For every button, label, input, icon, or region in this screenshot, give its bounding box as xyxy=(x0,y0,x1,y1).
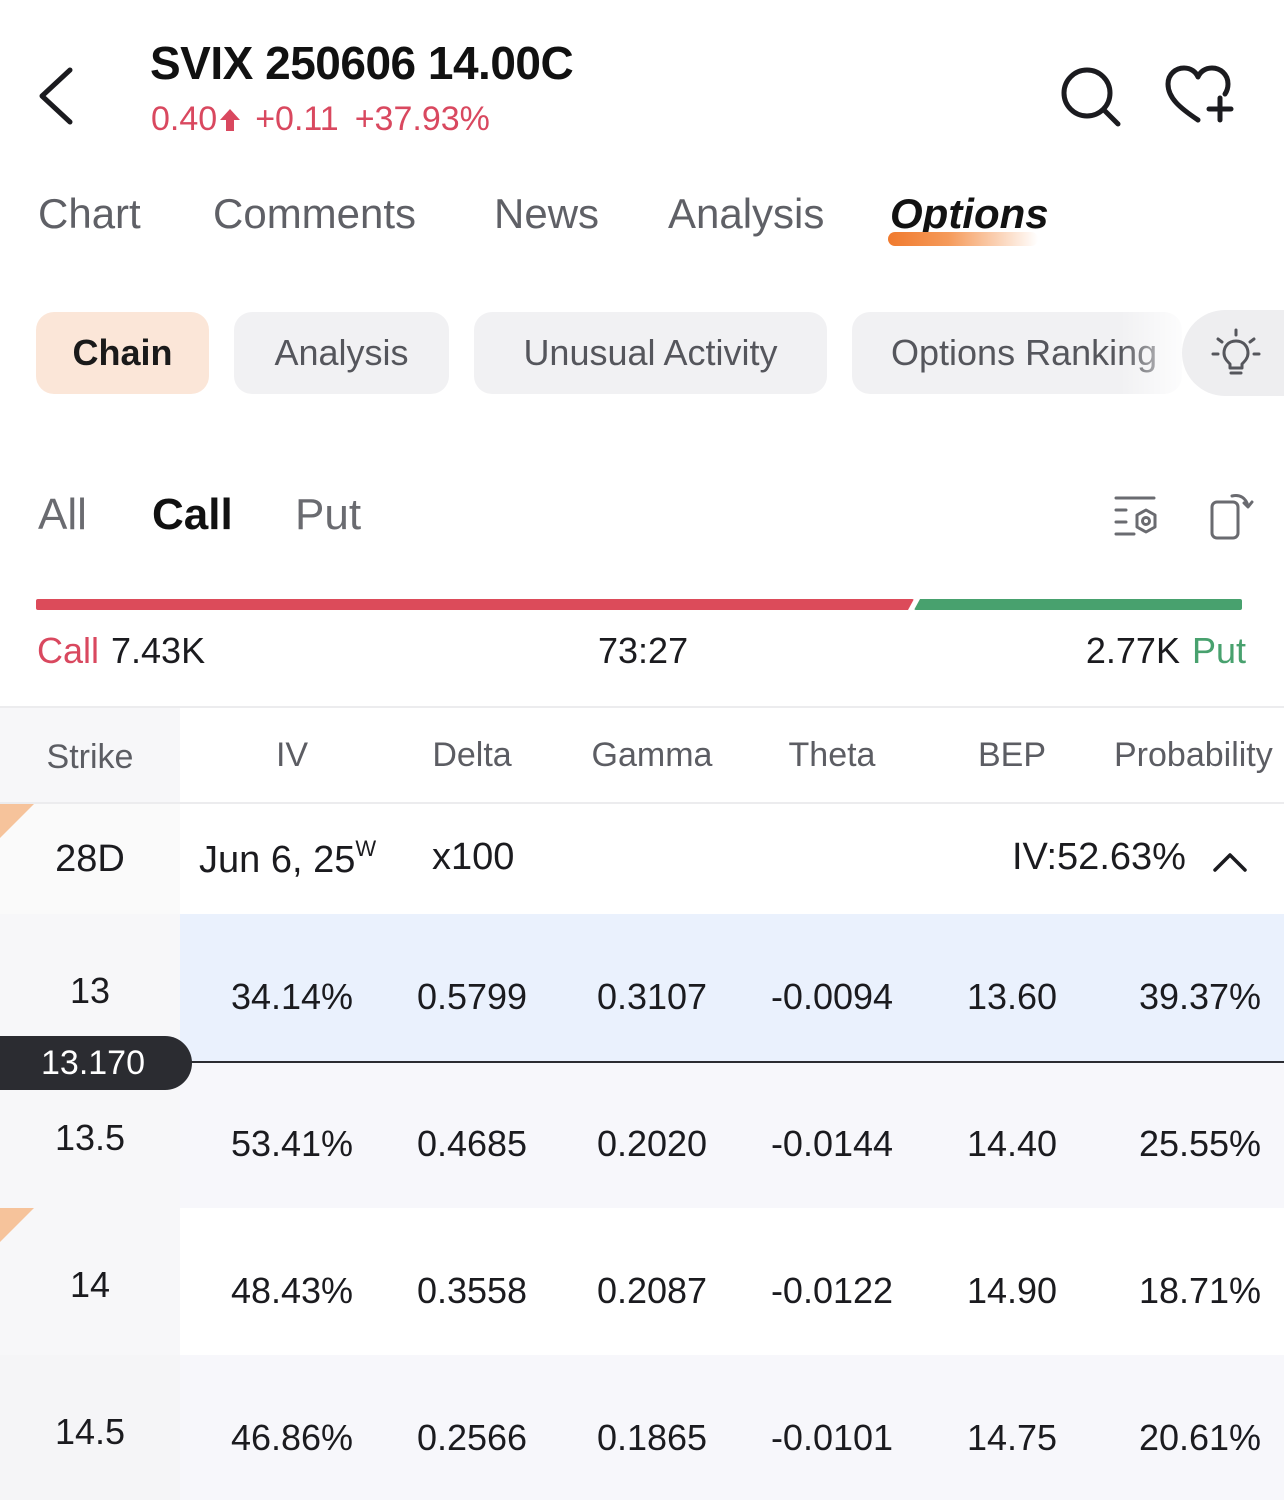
chevron-up-icon xyxy=(1213,853,1247,872)
lightbulb-icon xyxy=(1211,328,1261,375)
iv-value: 53.41% xyxy=(230,1123,354,1164)
strike-value: 13 xyxy=(69,970,111,1011)
bep-value: 14.75 xyxy=(966,1417,1058,1458)
weekly-mark: W xyxy=(355,836,377,861)
type-tab-call[interactable]: Call xyxy=(152,490,233,539)
last-price: 0.40 xyxy=(151,100,218,138)
strike-value: 13.5 xyxy=(54,1117,126,1158)
price-change-pct: +37.93% xyxy=(354,100,490,138)
section-divider xyxy=(0,706,1284,708)
bep-value: 13.60 xyxy=(966,976,1058,1017)
header-gamma[interactable]: Gamma xyxy=(591,736,713,774)
table-row[interactable]: 14 48.43% 0.3558 0.2087 -0.0122 14.90 18… xyxy=(0,1208,1284,1355)
tab-news[interactable]: News xyxy=(494,190,600,237)
search-button[interactable] xyxy=(1058,64,1124,130)
tips-button[interactable] xyxy=(1182,310,1284,396)
bep-value: 14.40 xyxy=(966,1123,1058,1164)
put-volume-label: 2.77K Put xyxy=(1086,630,1246,672)
call-volume-label: Call 7.43K xyxy=(37,630,205,672)
expiry-date: Jun 6, 25W xyxy=(199,836,377,881)
probability-value: 25.55% xyxy=(1138,1123,1262,1164)
table-row[interactable]: 13 34.14% 0.5799 0.3107 -0.0094 13.60 39… xyxy=(0,914,1284,1061)
put-volume-bar xyxy=(914,599,1242,610)
quote-line: 0.40 +0.11 +37.93% xyxy=(151,100,490,139)
price-change: +0.11 xyxy=(255,100,339,138)
expiry-row[interactable] xyxy=(0,804,1284,914)
header-delta[interactable]: Delta xyxy=(432,736,512,774)
probability-value: 18.71% xyxy=(1138,1270,1262,1311)
theta-value: -0.0122 xyxy=(770,1270,894,1311)
corner-marker xyxy=(0,1208,34,1242)
strike-value: 14.5 xyxy=(54,1411,126,1452)
underlying-price-tag: 13.170 xyxy=(0,1036,192,1090)
header-bep[interactable]: BEP xyxy=(977,736,1047,774)
collapse-button[interactable] xyxy=(1210,848,1250,879)
delta-value: 0.4685 xyxy=(416,1123,528,1164)
table-row[interactable]: 14.5 46.86% 0.2566 0.1865 -0.0101 14.75 … xyxy=(0,1355,1284,1500)
delta-value: 0.3558 xyxy=(416,1270,528,1311)
tab-chart[interactable]: Chart xyxy=(38,190,141,237)
put-volume: 2.77K xyxy=(1085,630,1180,671)
theta-value: -0.0094 xyxy=(770,976,894,1017)
gamma-value: 0.2087 xyxy=(596,1270,708,1311)
probability-value: 39.37% xyxy=(1138,976,1262,1017)
type-tab-put[interactable]: Put xyxy=(295,490,362,539)
gamma-value: 0.3107 xyxy=(596,976,708,1017)
rotate-screen-icon xyxy=(1210,494,1254,540)
type-tab-all[interactable]: All xyxy=(38,490,87,539)
header-divider xyxy=(0,802,1284,804)
page-title: SVIX 250606 14.00C xyxy=(150,37,574,89)
main-tab-bar: Chart Comments News Analysis Options xyxy=(0,190,1284,260)
theta-value: -0.0101 xyxy=(770,1417,894,1458)
gamma-value: 0.2020 xyxy=(596,1123,708,1164)
scroll-fade xyxy=(1120,312,1190,394)
filter-settings-button[interactable] xyxy=(1112,492,1162,540)
theta-value: -0.0144 xyxy=(770,1123,894,1164)
back-button[interactable] xyxy=(30,60,90,130)
put-label: Put xyxy=(1191,630,1246,671)
strike-cell xyxy=(0,1355,180,1500)
add-favorite-button[interactable] xyxy=(1160,62,1240,128)
header-strike[interactable]: Strike xyxy=(46,738,134,776)
iv-value: 34.14% xyxy=(230,976,354,1017)
tab-options[interactable]: Options xyxy=(890,190,1049,237)
probability-value: 20.61% xyxy=(1138,1417,1262,1458)
iv-value: 48.43% xyxy=(230,1270,354,1311)
table-row[interactable]: 13.5 53.41% 0.4685 0.2020 -0.0144 14.40 … xyxy=(0,1061,1284,1208)
chevron-left-icon xyxy=(39,67,73,125)
filter-settings-icon xyxy=(1114,496,1157,536)
expiry-iv: IV:52.63% xyxy=(1012,836,1186,878)
search-icon xyxy=(1061,67,1121,127)
strike-value: 14 xyxy=(69,1264,111,1305)
heart-plus-icon xyxy=(1165,65,1234,123)
subtab-analysis[interactable]: Analysis xyxy=(234,312,449,394)
call-volume: 7.43K xyxy=(111,630,206,671)
subtab-unusual-activity[interactable]: Unusual Activity xyxy=(474,312,827,394)
subtab-chain[interactable]: Chain xyxy=(36,312,209,394)
expiry-days: 28D xyxy=(55,838,125,880)
bep-value: 14.90 xyxy=(966,1270,1058,1311)
tab-analysis[interactable]: Analysis xyxy=(668,190,825,237)
contract-multiplier: x100 xyxy=(432,836,515,878)
header-iv[interactable]: IV xyxy=(275,736,309,774)
underlying-price-line xyxy=(180,1061,1284,1063)
tab-comments[interactable]: Comments xyxy=(213,190,417,237)
header-probability[interactable]: Probability xyxy=(1114,736,1273,774)
call-put-ratio: 73:27 xyxy=(598,630,689,671)
rotate-screen-button[interactable] xyxy=(1208,490,1254,542)
delta-value: 0.2566 xyxy=(416,1417,528,1458)
corner-marker xyxy=(0,804,34,838)
call-volume-bar xyxy=(36,599,914,610)
iv-value: 46.86% xyxy=(230,1417,354,1458)
delta-value: 0.5799 xyxy=(416,976,528,1017)
active-tab-indicator xyxy=(888,232,1038,246)
header-theta[interactable]: Theta xyxy=(788,736,876,774)
arrow-up-icon xyxy=(220,108,241,131)
gamma-value: 0.1865 xyxy=(596,1417,708,1458)
call-label: Call xyxy=(37,630,100,671)
